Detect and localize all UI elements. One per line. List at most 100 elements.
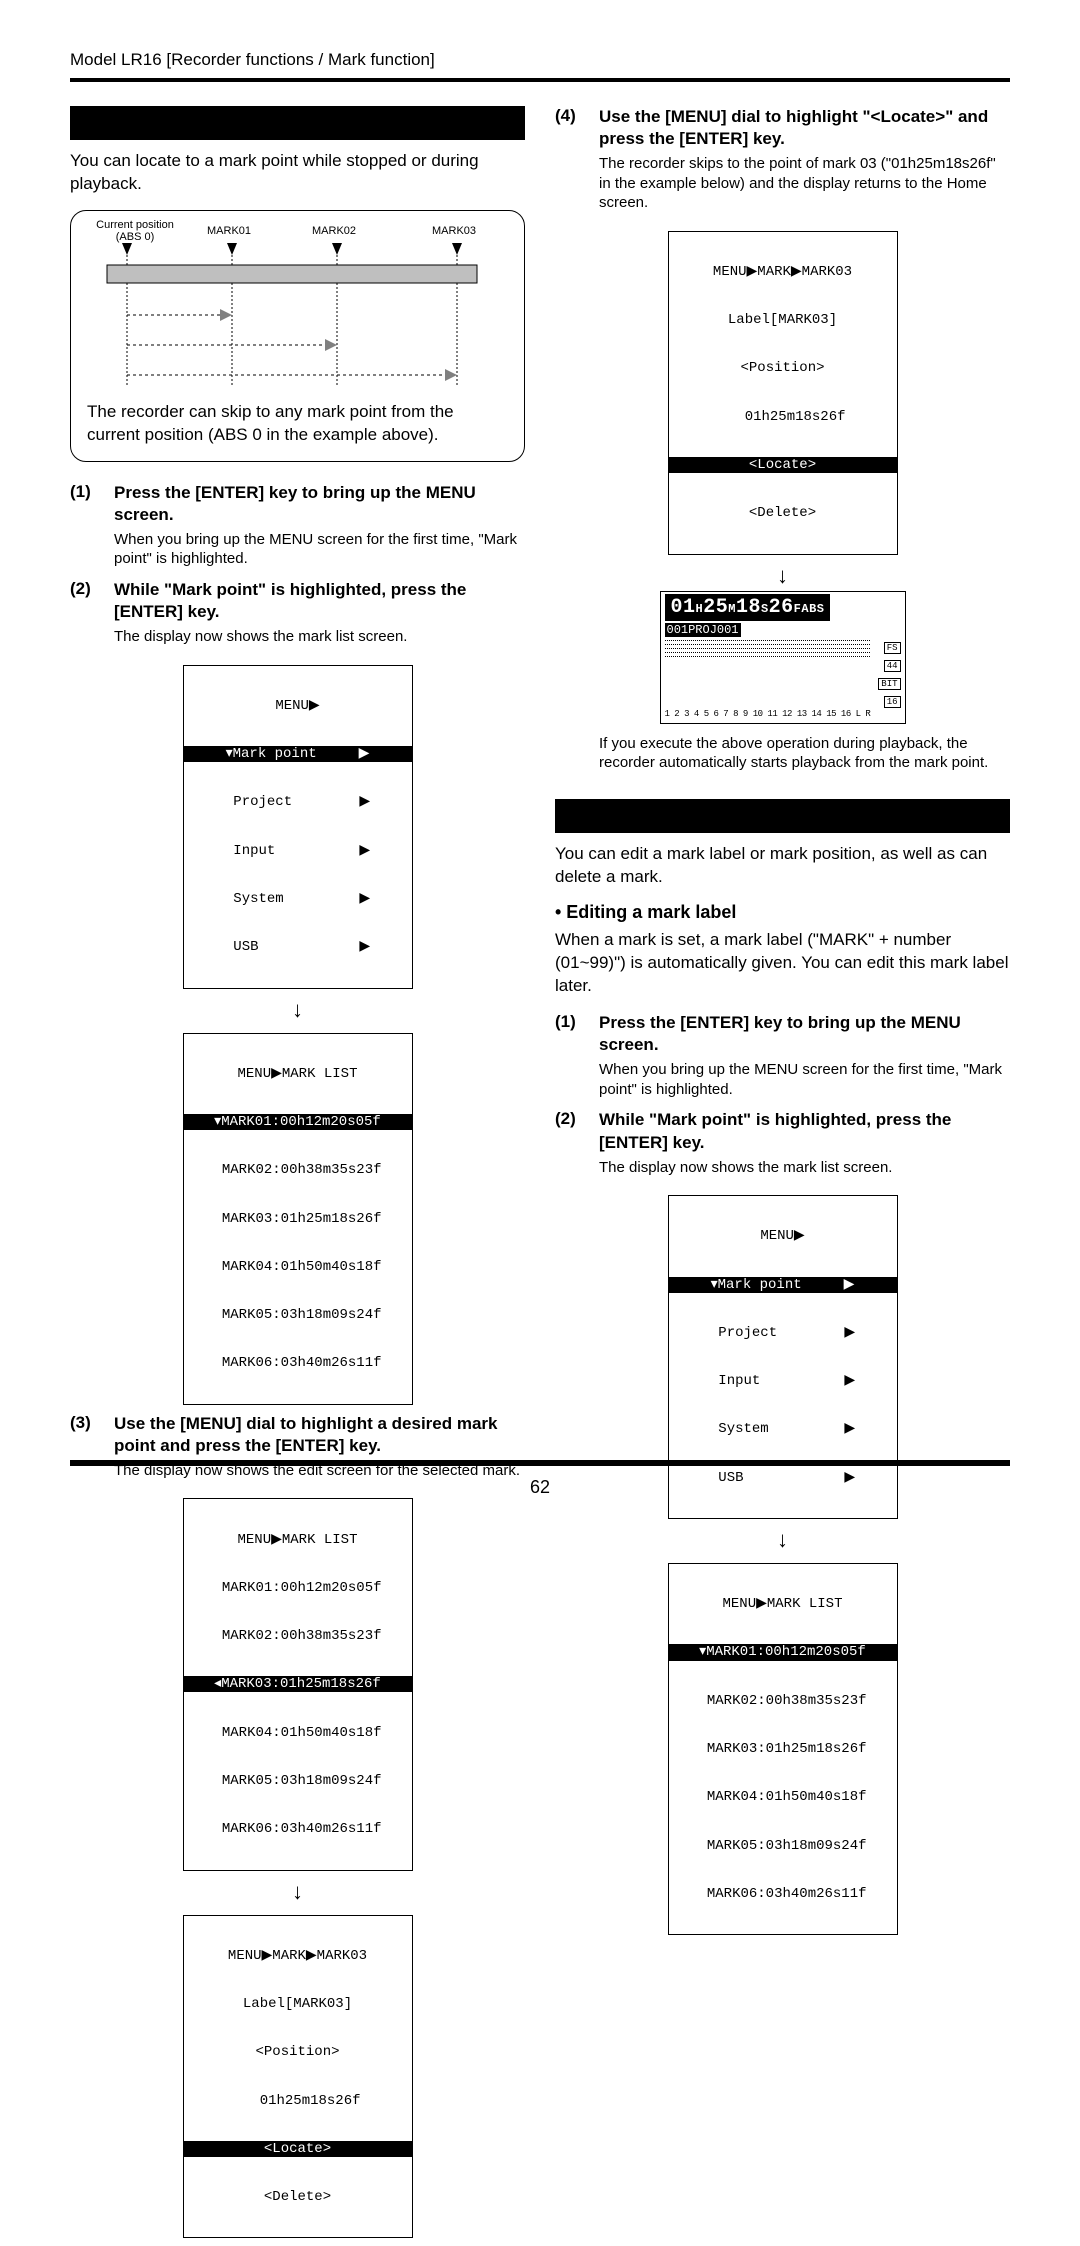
time-m: 25 (703, 596, 728, 619)
lcd-label: Label[MARK03] (669, 312, 897, 328)
bottom-rule (70, 1460, 1010, 1466)
step-desc: When you bring up the MENU screen for th… (599, 1060, 1010, 1099)
lcd-mark-edit-2: MENU▶MARK▶MARK03 Label[MARK03] <Position… (668, 231, 898, 555)
lcd-text: MARK04:01h50m40s18f (222, 1259, 382, 1275)
lcd-item: ▾Mark point ▶ (184, 746, 412, 762)
lcd-row: MARK05:03h18m09s24f (669, 1838, 897, 1854)
step-title: Press the [ENTER] key to bring up the ME… (599, 1012, 1010, 1056)
right-step-1: (1) Press the [ENTER] key to bring up th… (555, 1012, 1010, 1099)
down-arrow-icon: ↓ (70, 999, 525, 1021)
lcd-text: Project (718, 1325, 777, 1341)
step-title: Use the [MENU] dial to highlight a desir… (114, 1413, 525, 1457)
lcd-title: MENU▶MARK▶MARK03 (669, 264, 897, 280)
lcd-item: ▾Mark point ▶ (669, 1277, 897, 1293)
lcd-mark-list-3: MENU▶MARK LIST ▾MARK01:00h12m20s05f MARK… (668, 1563, 898, 1935)
step-title: Use the [MENU] dial to highlight "<Locat… (599, 106, 1010, 150)
lcd-text: MARK06:03h40m26s11f (222, 1821, 382, 1837)
lcd-text: Mark point (718, 1277, 802, 1293)
lcd-text: MARK05:03h18m09s24f (707, 1838, 867, 1854)
lcd-text: USB (233, 939, 258, 955)
time-h: 01 (671, 596, 696, 619)
lcd-item: System ▶ (669, 1421, 897, 1437)
tl-label-3: MARK03 (432, 225, 476, 237)
lcd-item: System ▶ (184, 891, 412, 907)
step-desc: The display now shows the mark list scre… (114, 627, 525, 647)
down-arrow-icon: ↓ (555, 1529, 1010, 1551)
step-desc: When you bring up the MENU screen for th… (114, 530, 525, 569)
lcd-menu-top: MENU▶ ▾Mark point ▶ Project ▶ Input ▶ Sy… (183, 665, 413, 989)
right-column: (4) Use the [MENU] dial to highlight "<L… (555, 106, 1010, 2246)
lcd-pos-val: 01h25m18s26f (669, 409, 897, 425)
tl-label-1: MARK01 (207, 225, 251, 237)
page-header: Model LR16 [Recorder functions / Mark fu… (70, 50, 1010, 70)
lcd-title: MENU▶MARK LIST (669, 1596, 897, 1612)
lcd-text: MARK03:01h25m18s26f (222, 1211, 382, 1227)
badge: 16 (884, 696, 901, 708)
step-title: Press the [ENTER] key to bring up the ME… (114, 482, 525, 526)
timeline-diagram: Current position (ABS 0) MARK01 MARK02 M… (70, 210, 525, 462)
step-num: (3) (70, 1413, 114, 1481)
lcd-text: MARK01:00h12m20s05f (706, 1644, 866, 1660)
lcd-row: MARK02:00h38m35s23f (669, 1693, 897, 1709)
lcd-text: MARK02:00h38m35s23f (707, 1693, 867, 1709)
lcd-text: MARK06:03h40m26s11f (222, 1355, 382, 1371)
lcd-row: MARK05:03h18m09s24f (184, 1307, 412, 1323)
lcd-text: MARK02:00h38m35s23f (222, 1162, 382, 1178)
right-step-2: (2) While "Mark point" is highlighted, p… (555, 1109, 1010, 1177)
badge: FS (884, 642, 901, 654)
lcd-text: System (233, 891, 283, 907)
big-time: 01H25M18S26FABS (665, 594, 831, 621)
step-desc: The display now shows the mark list scre… (599, 1158, 1010, 1178)
home-display: 01H25M18S26FABS 001PROJ001 FS 44 BIT (660, 591, 906, 724)
lcd-title: MENU▶ (669, 1228, 897, 1244)
lcd-item: Project ▶ (669, 1325, 897, 1341)
step-num: (1) (70, 482, 114, 569)
step-num: (2) (70, 579, 114, 647)
step-num: (4) (555, 106, 599, 213)
lcd-item: Input ▶ (184, 843, 412, 859)
lcd-text: MARK05:03h18m09s24f (222, 1773, 382, 1789)
lcd-row: MARK04:01h50m40s18f (184, 1725, 412, 1741)
lcd-row: MARK06:03h40m26s11f (669, 1886, 897, 1902)
lcd-menu-top-2: MENU▶ ▾Mark point ▶ Project ▶ Input ▶ Sy… (668, 1195, 898, 1519)
left-step-1: (1) Press the [ENTER] key to bring up th… (70, 482, 525, 569)
lcd-text: MARK01:00h12m20s05f (222, 1580, 382, 1596)
lcd-row: MARK06:03h40m26s11f (184, 1355, 412, 1371)
lcd-text: MARK01:00h12m20s05f (221, 1114, 381, 1130)
after-note: If you execute the above operation durin… (599, 734, 1010, 773)
time-f: 26 (769, 596, 794, 619)
lcd-pos-label: <Position> (669, 360, 897, 376)
step-title: While "Mark point" is highlighted, press… (114, 579, 525, 623)
lcd-text: MARK03:01h25m18s26f (707, 1741, 867, 1757)
lcd-text: Input (718, 1373, 760, 1389)
left-intro: You can locate to a mark point while sto… (70, 150, 525, 196)
lcd-text: Input (233, 843, 275, 859)
lcd-text: MARK04:01h50m40s18f (707, 1789, 867, 1805)
lcd-row: MARK03:01h25m18s26f (669, 1741, 897, 1757)
step-num: (1) (555, 1012, 599, 1099)
lcd-title: MENU▶MARK LIST (184, 1066, 412, 1082)
lcd-mark-list-2: MENU▶MARK LIST MARK01:00h12m20s05f MARK0… (183, 1498, 413, 1870)
lcd-text: Mark point (233, 746, 317, 762)
lcd-locate: <Locate> (184, 2141, 412, 2157)
meter-row: 1 2 3 4 5 6 7 8 9 10 11 12 13 14 15 16 L… (665, 709, 901, 719)
lcd-label: Label[MARK03] (184, 1996, 412, 2012)
lcd-mark-list-1: MENU▶MARK LIST ▾MARK01:00h12m20s05f MARK… (183, 1033, 413, 1405)
lcd-row: MARK01:00h12m20s05f (184, 1580, 412, 1596)
lcd-text: MARK05:03h18m09s24f (222, 1307, 382, 1323)
step-desc: The recorder skips to the point of mark … (599, 154, 1010, 213)
step-title: While "Mark point" is highlighted, press… (599, 1109, 1010, 1153)
page-number: 62 (0, 1477, 1080, 1498)
time-s: 18 (736, 596, 761, 619)
step-num: (2) (555, 1109, 599, 1177)
lcd-text: MARK06:03h40m26s11f (707, 1886, 867, 1902)
timeline-caption: The recorder can skip to any mark point … (87, 401, 508, 447)
lcd-item: Project ▶ (184, 794, 412, 810)
lcd-text: MARK02:00h38m35s23f (222, 1628, 382, 1644)
badge: BIT (878, 678, 900, 690)
sub-intro: When a mark is set, a mark label ("MARK"… (555, 929, 1010, 998)
right-step-4: (4) Use the [MENU] dial to highlight "<L… (555, 106, 1010, 213)
lcd-locate: <Locate> (669, 457, 897, 473)
lcd-row: MARK05:03h18m09s24f (184, 1773, 412, 1789)
lcd-row: MARK04:01h50m40s18f (669, 1789, 897, 1805)
